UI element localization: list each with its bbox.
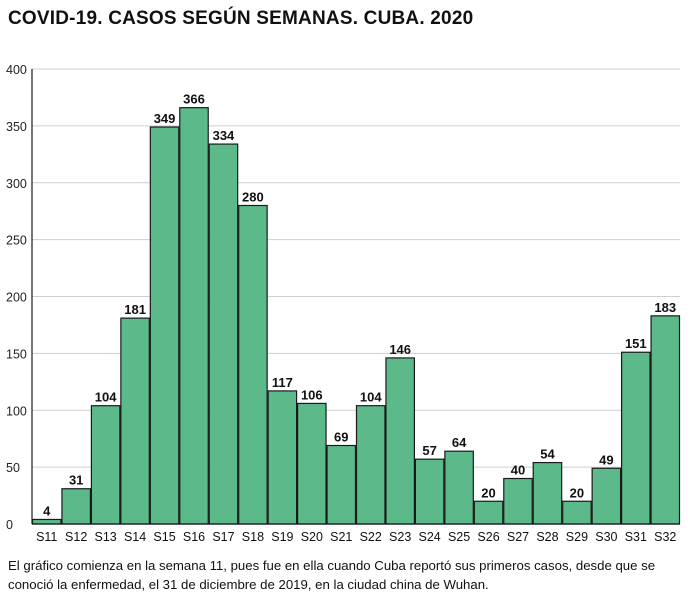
x-tick-label: S19 <box>271 530 293 544</box>
bar <box>296 402 327 525</box>
x-tick-label: S23 <box>389 530 411 544</box>
bar <box>179 107 209 525</box>
data-label: 280 <box>242 190 264 205</box>
data-label: 104 <box>360 390 382 405</box>
data-label: 20 <box>570 485 584 500</box>
x-tick-label: S14 <box>124 530 146 544</box>
x-tick-label: S27 <box>507 530 529 544</box>
bar <box>90 405 121 525</box>
x-tick-label: S12 <box>65 530 87 544</box>
bar <box>355 405 386 525</box>
y-tick-label: 150 <box>6 347 27 361</box>
x-tick-label: S20 <box>301 530 323 544</box>
bar <box>414 458 445 525</box>
data-label: 40 <box>511 463 525 478</box>
bar <box>650 315 681 525</box>
bar <box>326 444 357 525</box>
x-tick-label: S21 <box>330 530 352 544</box>
y-tick-label: 50 <box>6 461 20 475</box>
data-label: 181 <box>124 302 146 317</box>
x-tick-label: S18 <box>242 530 264 544</box>
data-label: 31 <box>69 473 83 488</box>
x-tick-label: S28 <box>536 530 558 544</box>
x-tick-label: S15 <box>153 530 175 544</box>
bar <box>31 518 62 525</box>
data-label: 20 <box>481 485 495 500</box>
x-tick-label: S13 <box>95 530 117 544</box>
data-label: 104 <box>95 390 117 405</box>
bar <box>238 204 268 525</box>
x-tick-label: S26 <box>477 530 499 544</box>
data-label: 183 <box>654 300 676 315</box>
bar <box>61 488 92 525</box>
bar <box>503 477 533 525</box>
y-tick-label: 200 <box>6 291 27 305</box>
data-label: 64 <box>452 435 467 450</box>
x-tick-label: S22 <box>360 530 382 544</box>
x-tick-label: S25 <box>448 530 470 544</box>
x-tick-label: S29 <box>566 530 588 544</box>
data-label: 49 <box>599 452 613 467</box>
bar <box>385 357 416 525</box>
bar <box>532 461 563 525</box>
y-tick-label: 350 <box>6 120 27 134</box>
y-tick-label: 100 <box>6 404 27 418</box>
bar <box>208 143 239 525</box>
y-tick-label: 400 <box>6 63 27 77</box>
bar <box>473 500 504 525</box>
y-tick-label: 300 <box>6 177 27 191</box>
x-tick-label: S32 <box>654 530 676 544</box>
chart-title: COVID-19. CASOS SEGÚN SEMANAS. CUBA. 202… <box>8 8 474 29</box>
bar <box>120 317 150 525</box>
data-label: 146 <box>389 342 411 357</box>
data-label: 366 <box>183 92 205 107</box>
x-tick-label: S30 <box>595 530 617 544</box>
x-tick-label: S24 <box>419 530 441 544</box>
data-label: 151 <box>625 336 647 351</box>
y-tick-label: 0 <box>6 518 13 532</box>
data-label: 4 <box>43 503 51 518</box>
chart-caption: El gráfico comienza en la semana 11, pue… <box>8 558 656 592</box>
x-tick-label: S11 <box>36 530 57 544</box>
x-tick-label: S17 <box>212 530 234 544</box>
x-tick-label: S16 <box>183 530 205 544</box>
bar <box>267 390 298 525</box>
data-label: 349 <box>154 111 176 126</box>
data-label: 106 <box>301 387 323 402</box>
bar <box>620 351 651 525</box>
bar <box>149 126 180 525</box>
data-label: 54 <box>540 447 555 462</box>
bar <box>562 500 592 525</box>
data-label: 69 <box>334 430 348 445</box>
data-label: 57 <box>422 443 436 458</box>
data-label: 334 <box>213 128 235 143</box>
bar <box>591 467 622 525</box>
x-tick-label: S31 <box>625 530 647 544</box>
data-label: 117 <box>272 375 293 390</box>
y-tick-label: 250 <box>6 234 27 248</box>
bar-chart: 0 50 100 150 200 250 300 350 400 4 S11 31 S12 104 S13 1… <box>6 63 681 544</box>
bar <box>444 450 474 525</box>
